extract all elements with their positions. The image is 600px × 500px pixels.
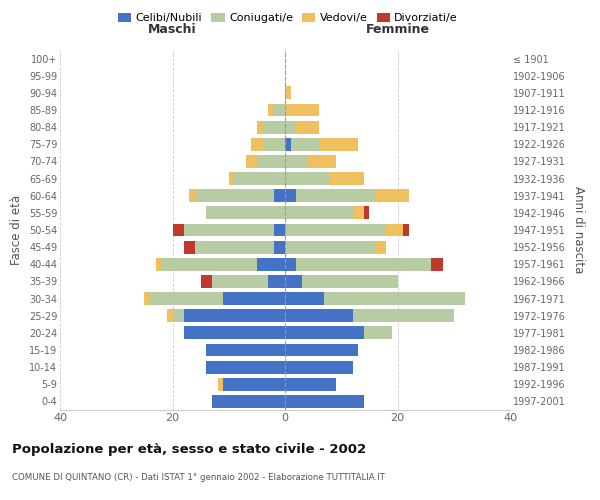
Bar (290, 138, 319, 150)
Text: Maschi: Maschi (148, 24, 197, 36)
Bar (200, 275, 212, 288)
Bar (364, 326, 392, 340)
Bar (285, 275, 302, 288)
Bar (285, 224, 386, 236)
Bar (375, 240, 386, 254)
Bar (285, 258, 296, 270)
Bar (218, 378, 223, 390)
Bar (285, 344, 358, 356)
Bar (190, 190, 195, 202)
Bar (302, 275, 398, 288)
Text: Popolazione per età, sesso e stato civile - 2002: Popolazione per età, sesso e stato civil… (12, 442, 366, 456)
Bar (296, 190, 375, 202)
Bar (364, 206, 370, 220)
Bar (229, 172, 235, 185)
Bar (195, 190, 274, 202)
Bar (296, 258, 431, 270)
Bar (257, 258, 285, 270)
Bar (223, 292, 285, 305)
Bar (285, 395, 364, 408)
Bar (285, 326, 364, 340)
Bar (375, 190, 409, 202)
Bar (206, 344, 285, 356)
Bar (285, 120, 296, 134)
Legend: Celibi/Nubili, Coniugati/e, Vedovi/e, Divorziati/e: Celibi/Nubili, Coniugati/e, Vedovi/e, Di… (113, 8, 463, 28)
Bar (145, 292, 150, 305)
Bar (285, 138, 290, 150)
Bar (285, 378, 335, 390)
Bar (212, 275, 268, 288)
Bar (251, 138, 263, 150)
Bar (285, 360, 353, 374)
Y-axis label: Anni di nascita: Anni di nascita (572, 186, 585, 274)
Bar (223, 378, 285, 390)
Bar (285, 104, 319, 117)
Bar (161, 258, 257, 270)
Bar (274, 190, 285, 202)
Bar (353, 206, 364, 220)
Bar (285, 310, 353, 322)
Bar (245, 155, 257, 168)
Bar (235, 172, 285, 185)
Bar (155, 258, 161, 270)
Bar (184, 240, 195, 254)
Bar (257, 155, 285, 168)
Bar (274, 224, 285, 236)
Bar (431, 258, 443, 270)
Bar (150, 292, 223, 305)
Bar (285, 86, 290, 100)
Text: Femmine: Femmine (365, 24, 430, 36)
Bar (274, 104, 285, 117)
Bar (330, 172, 364, 185)
Bar (274, 240, 285, 254)
Bar (353, 310, 454, 322)
Bar (167, 310, 173, 322)
Bar (263, 138, 285, 150)
Bar (184, 310, 285, 322)
Bar (325, 292, 465, 305)
Bar (184, 326, 285, 340)
Bar (285, 292, 325, 305)
Text: COMUNE DI QUINTANO (CR) - Dati ISTAT 1° gennaio 2002 - Elaborazione TUTTITALIA.I: COMUNE DI QUINTANO (CR) - Dati ISTAT 1° … (12, 472, 385, 482)
Bar (285, 172, 330, 185)
Bar (319, 138, 358, 150)
Bar (173, 224, 184, 236)
Y-axis label: Fasce di età: Fasce di età (10, 195, 23, 265)
Bar (285, 206, 353, 220)
Bar (285, 190, 296, 202)
Bar (285, 155, 308, 168)
Bar (268, 104, 274, 117)
Bar (285, 240, 375, 254)
Bar (257, 120, 263, 134)
Bar (206, 360, 285, 374)
Bar (184, 224, 274, 236)
Bar (206, 206, 285, 220)
Bar (268, 275, 285, 288)
Bar (173, 310, 184, 322)
Bar (263, 120, 285, 134)
Bar (308, 155, 335, 168)
Bar (212, 395, 285, 408)
Bar (296, 120, 319, 134)
Bar (195, 240, 274, 254)
Bar (386, 224, 403, 236)
Bar (403, 224, 409, 236)
